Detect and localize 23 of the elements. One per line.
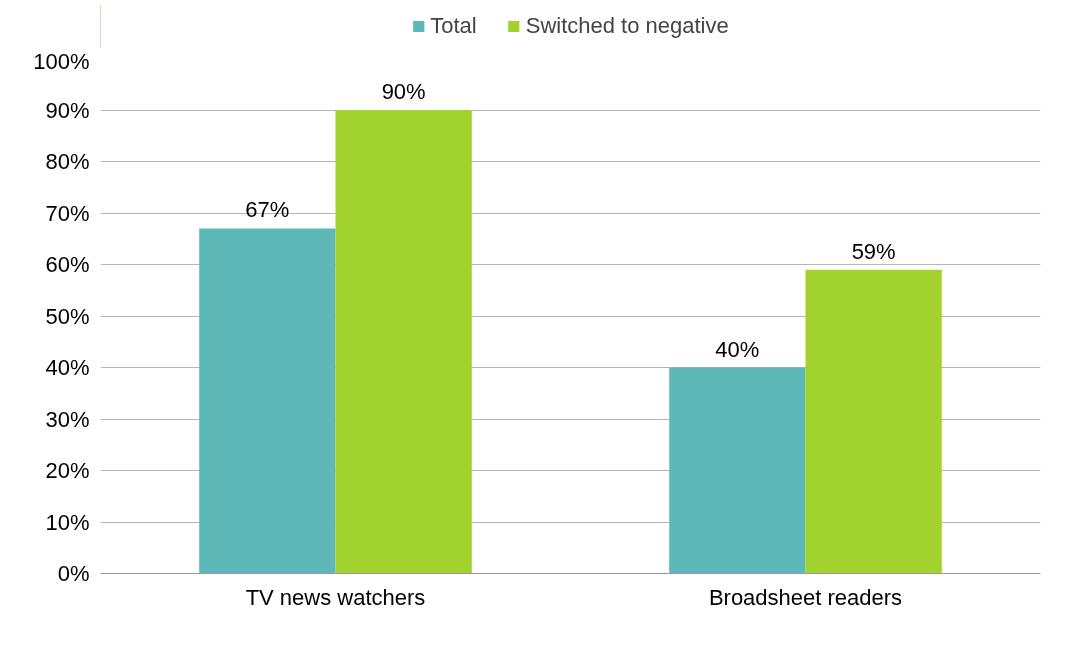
data-label: 67% (245, 197, 290, 223)
y-tick-label: 70% (45, 200, 90, 226)
y-tick-label: 10% (45, 509, 90, 535)
y-tick-label: 40% (45, 355, 90, 380)
y-tick-label: 50% (45, 303, 90, 329)
bar (335, 110, 472, 574)
y-tick-label: 20% (45, 458, 90, 483)
bar (805, 269, 942, 574)
legend-label: Total (430, 13, 477, 39)
data-label: 59% (851, 238, 896, 264)
data-label: 40% (715, 336, 760, 362)
y-tick-label: 100% (33, 48, 90, 74)
y-tick-label: 60% (45, 252, 90, 277)
y-tick-label: 30% (45, 406, 90, 432)
data-label: 90% (381, 79, 426, 104)
bar (199, 228, 336, 574)
y-tick-label: 0% (57, 561, 90, 586)
y-tick-label: 80% (45, 149, 90, 174)
bar (669, 367, 806, 574)
x-tick-label: TV news watchers (245, 584, 426, 610)
x-tick-label: Broadsheet readers (708, 584, 903, 610)
y-tick-label: 90% (45, 97, 90, 123)
legend-label: Switched to negative (525, 13, 729, 39)
